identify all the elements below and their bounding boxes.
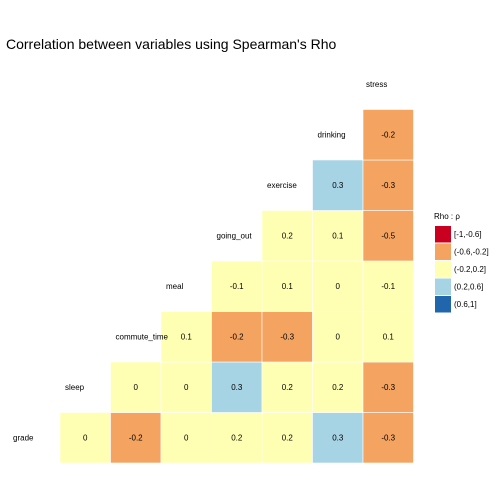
heatmap-cell [160,311,212,363]
variable-label-sleep: sleep [65,383,85,392]
legend-swatch [435,296,451,313]
cell-value-label: -0.3 [381,433,395,442]
cell-value-label: 0 [134,383,139,392]
heatmap-cell [110,412,162,464]
cell-value-label: -0.1 [381,282,395,291]
legend-label: [-1,-0.6] [454,230,482,239]
cell-value-label: 0.3 [332,433,344,442]
cell-value-label: -0.2 [129,433,143,442]
heatmap-cell [312,361,364,413]
cell-value-label: 0 [184,383,189,392]
variable-labels: grade sleep commute_time meal going_out exerc… [13,80,387,443]
cell-value-label: 0 [184,433,189,442]
cell-value-label: 0.1 [181,332,193,341]
cell-value-label: 0.1 [332,231,344,240]
cell-value-label: -0.3 [381,383,395,392]
heatmap-cell [160,361,212,413]
heatmap-cell [362,159,414,211]
cell-value-label: 0 [336,282,341,291]
legend-swatch [435,278,451,295]
heatmap-cell [211,260,263,312]
cell-value-label: 0.2 [231,433,243,442]
cell-value-label: 0.3 [332,181,344,190]
cell-value-label: -0.3 [381,181,395,190]
variable-label-commute-time: commute_time [116,332,169,341]
heatmap-cell [261,412,313,464]
cell-value-label: 0.3 [231,383,243,392]
heatmap-cell [312,311,364,363]
cell-value-label: -0.2 [381,130,395,139]
legend-swatch [435,226,451,243]
legend-label: (0.2,0.6] [454,282,483,291]
heatmap-cell [261,210,313,262]
heatmap-cell [110,361,162,413]
cell-value-label: -0.1 [230,282,244,291]
legend-title: Rho : ρ [434,212,460,221]
cell-value-label: -0.5 [381,231,395,240]
cell-value-label: 0.1 [282,282,294,291]
cell-value-label: 0.1 [383,332,395,341]
cell-value-label: 0.2 [332,383,344,392]
legend-label: (-0.6,-0.2] [454,247,489,256]
cell-value-label: 0.2 [282,231,294,240]
legend-swatch [435,261,451,278]
heatmap-cells: 0 -0.2 0 0.2 0.2 0.3 -0.3 0 0 0.3 0.2 0.2 -0.3 0.1 -0.… [59,109,414,464]
heatmap-cell [362,361,414,413]
variable-label-going-out: going_out [217,231,253,240]
heatmap-cell [59,412,111,464]
heatmap-cell [211,361,263,413]
cell-value-label: 0 [336,332,341,341]
variable-label-exercise: exercise [267,181,297,190]
cell-value-label: 0.2 [282,433,294,442]
heatmap-cell [362,109,414,161]
cell-value-label: 0 [83,433,88,442]
heatmap-cell [261,260,313,312]
heatmap-cell [312,412,364,464]
heatmap-cell [211,412,263,464]
legend-swatch [435,243,451,260]
variable-label-stress: stress [366,80,387,89]
legend-label: (0.6,1] [454,300,477,309]
variable-label-drinking: drinking [318,130,346,139]
chart-title: Correlation between variables using Spea… [6,36,337,52]
heatmap-cell [362,210,414,262]
cell-value-label: 0.2 [282,383,294,392]
heatmap-cell [362,311,414,363]
variable-label-meal: meal [166,282,184,291]
heatmap-cell [362,412,414,464]
legend: Rho : ρ [-1,-0.6] (-0.6,-0.2] (-0.2,0.2] (0… [434,212,489,313]
cell-value-label: -0.2 [230,332,244,341]
variable-label-grade: grade [13,433,34,442]
heatmap-cell [261,311,313,363]
cell-value-label: -0.3 [280,332,294,341]
legend-label: (-0.2,0.2] [454,265,486,274]
heatmap-cell [312,260,364,312]
